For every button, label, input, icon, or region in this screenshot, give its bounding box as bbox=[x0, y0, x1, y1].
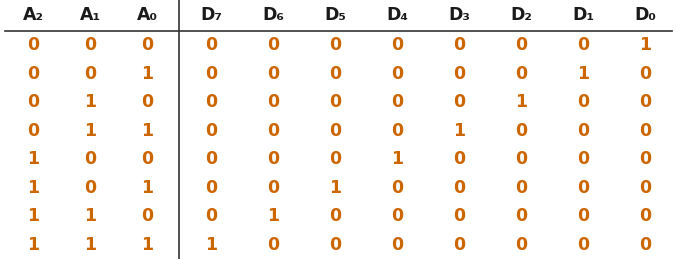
Text: 0: 0 bbox=[515, 236, 527, 254]
Text: 0: 0 bbox=[515, 150, 527, 168]
Text: 1: 1 bbox=[453, 122, 465, 140]
Text: 1: 1 bbox=[141, 179, 154, 197]
Text: 1: 1 bbox=[85, 207, 97, 225]
Text: D₀: D₀ bbox=[634, 6, 656, 25]
Text: 0: 0 bbox=[453, 207, 465, 225]
Text: 0: 0 bbox=[577, 150, 589, 168]
Text: 1: 1 bbox=[28, 207, 39, 225]
Text: A₂: A₂ bbox=[23, 6, 44, 25]
Text: 0: 0 bbox=[28, 65, 39, 83]
Text: 0: 0 bbox=[85, 179, 97, 197]
Text: 0: 0 bbox=[639, 65, 651, 83]
Text: 0: 0 bbox=[577, 36, 589, 54]
Text: 0: 0 bbox=[391, 93, 403, 111]
Text: 0: 0 bbox=[391, 179, 403, 197]
Text: 0: 0 bbox=[329, 236, 341, 254]
Text: 0: 0 bbox=[391, 122, 403, 140]
Text: 0: 0 bbox=[639, 236, 651, 254]
Text: 0: 0 bbox=[329, 207, 341, 225]
Text: 0: 0 bbox=[28, 36, 39, 54]
Text: 1: 1 bbox=[85, 236, 97, 254]
Text: 1: 1 bbox=[141, 65, 154, 83]
Text: 0: 0 bbox=[141, 150, 154, 168]
Text: A₁: A₁ bbox=[80, 6, 101, 25]
Text: 0: 0 bbox=[267, 179, 279, 197]
Text: 0: 0 bbox=[329, 150, 341, 168]
Text: 0: 0 bbox=[205, 179, 217, 197]
Text: 0: 0 bbox=[639, 207, 651, 225]
Text: 0: 0 bbox=[329, 122, 341, 140]
Text: D₄: D₄ bbox=[386, 6, 408, 25]
Text: 1: 1 bbox=[141, 236, 154, 254]
Text: 0: 0 bbox=[577, 122, 589, 140]
Text: 0: 0 bbox=[205, 93, 217, 111]
Text: 0: 0 bbox=[267, 236, 279, 254]
Text: 0: 0 bbox=[453, 150, 465, 168]
Text: D₁: D₁ bbox=[572, 6, 594, 25]
Text: 0: 0 bbox=[391, 207, 403, 225]
Text: 0: 0 bbox=[267, 93, 279, 111]
Text: 0: 0 bbox=[28, 93, 39, 111]
Text: 0: 0 bbox=[329, 65, 341, 83]
Text: 1: 1 bbox=[141, 122, 154, 140]
Text: A₀: A₀ bbox=[137, 6, 158, 25]
Text: 0: 0 bbox=[141, 36, 154, 54]
Text: 0: 0 bbox=[577, 93, 589, 111]
Text: D₅: D₅ bbox=[324, 6, 346, 25]
Text: 0: 0 bbox=[639, 122, 651, 140]
Text: 0: 0 bbox=[85, 150, 97, 168]
Text: 0: 0 bbox=[141, 207, 154, 225]
Text: 0: 0 bbox=[639, 93, 651, 111]
Text: 0: 0 bbox=[515, 122, 527, 140]
Text: 0: 0 bbox=[577, 236, 589, 254]
Text: D₆: D₆ bbox=[262, 6, 284, 25]
Text: 0: 0 bbox=[577, 179, 589, 197]
Text: 0: 0 bbox=[391, 36, 403, 54]
Text: 0: 0 bbox=[453, 93, 465, 111]
Text: 0: 0 bbox=[453, 179, 465, 197]
Text: 0: 0 bbox=[453, 236, 465, 254]
Text: 1: 1 bbox=[391, 150, 403, 168]
Text: 1: 1 bbox=[85, 122, 97, 140]
Text: 1: 1 bbox=[85, 93, 97, 111]
Text: 0: 0 bbox=[515, 65, 527, 83]
Text: 0: 0 bbox=[267, 36, 279, 54]
Text: D₂: D₂ bbox=[510, 6, 532, 25]
Text: D₃: D₃ bbox=[448, 6, 470, 25]
Text: 0: 0 bbox=[329, 36, 341, 54]
Text: 1: 1 bbox=[639, 36, 651, 54]
Text: 0: 0 bbox=[453, 65, 465, 83]
Text: 0: 0 bbox=[205, 122, 217, 140]
Text: 1: 1 bbox=[28, 179, 39, 197]
Text: 1: 1 bbox=[205, 236, 217, 254]
Text: 1: 1 bbox=[267, 207, 279, 225]
Text: D₇: D₇ bbox=[200, 6, 222, 25]
Text: 1: 1 bbox=[28, 150, 39, 168]
Text: 0: 0 bbox=[267, 65, 279, 83]
Text: 1: 1 bbox=[577, 65, 589, 83]
Text: 0: 0 bbox=[515, 207, 527, 225]
Text: 0: 0 bbox=[639, 179, 651, 197]
Text: 0: 0 bbox=[28, 122, 39, 140]
Text: 0: 0 bbox=[85, 65, 97, 83]
Text: 0: 0 bbox=[453, 36, 465, 54]
Text: 0: 0 bbox=[141, 93, 154, 111]
Text: 0: 0 bbox=[515, 179, 527, 197]
Text: 1: 1 bbox=[28, 236, 39, 254]
Text: 0: 0 bbox=[391, 236, 403, 254]
Text: 0: 0 bbox=[267, 150, 279, 168]
Text: 0: 0 bbox=[205, 150, 217, 168]
Text: 0: 0 bbox=[205, 36, 217, 54]
Text: 1: 1 bbox=[515, 93, 527, 111]
Text: 0: 0 bbox=[329, 93, 341, 111]
Text: 0: 0 bbox=[639, 150, 651, 168]
Text: 0: 0 bbox=[267, 122, 279, 140]
Text: 1: 1 bbox=[329, 179, 341, 197]
Text: 0: 0 bbox=[577, 207, 589, 225]
Text: 0: 0 bbox=[515, 36, 527, 54]
Text: 0: 0 bbox=[205, 207, 217, 225]
Text: 0: 0 bbox=[205, 65, 217, 83]
Text: 0: 0 bbox=[85, 36, 97, 54]
Text: 0: 0 bbox=[391, 65, 403, 83]
